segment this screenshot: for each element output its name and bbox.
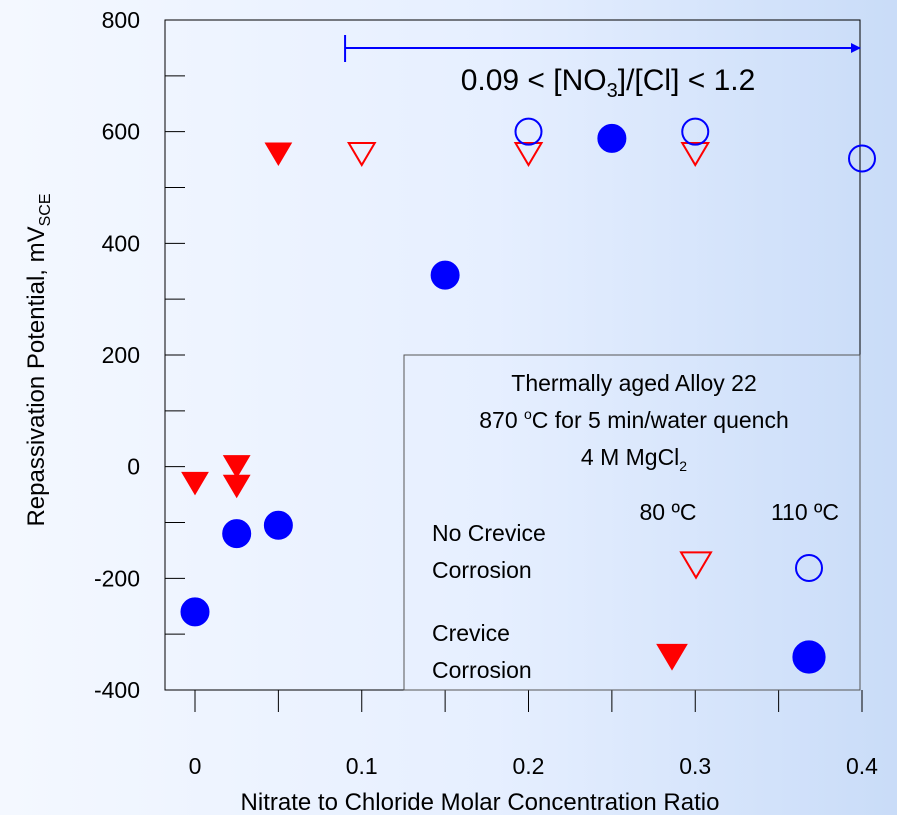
range-annotation-text: 0.09 < [NO3]/[Cl] < 1.2: [461, 64, 756, 102]
legend: Thermally aged Alloy 22 870 oC for 5 min…: [403, 354, 861, 691]
data-point-triangle-down-filled: [222, 474, 251, 499]
data-points: [180, 117, 876, 627]
legend-title-line3: 4 M MgCl2: [581, 444, 687, 474]
y-axis-label-subscript: SCE: [37, 193, 54, 226]
y-tick-label: 400: [102, 230, 140, 256]
tick-labels: -400 -200 0 200 400 600 800 0 0.1 0.2 0.3 0.4: [94, 7, 878, 779]
legend-row-no-crevice-line2: Corrosion: [432, 557, 532, 583]
legend-row-no-crevice-line1: No Crevice: [432, 520, 546, 546]
legend-title-line2: 870 oC for 5 min/water quench: [479, 406, 789, 433]
x-axis-label: Nitrate to Chloride Molar Concentration …: [241, 789, 720, 815]
nitrate-range-annotation: 0.09 < [NO3]/[Cl] < 1.2: [344, 35, 861, 102]
x-tick-label: 0.3: [679, 753, 711, 779]
data-point-triangle-down-filled: [222, 455, 251, 479]
ticks: [165, 19, 863, 712]
data-point-circle-filled: [597, 123, 627, 153]
y-axis-label: Repassivation Potential, mVSCE: [23, 193, 54, 526]
x-tick-label: 0: [189, 753, 202, 779]
data-point-triangle-down-filled: [264, 142, 293, 166]
legend-marker-110c-no-crevice: [795, 554, 823, 582]
y-tick-label: 0: [127, 454, 140, 480]
legend-marker-80c-crevice: [656, 643, 688, 671]
y-tick-label: 600: [102, 119, 140, 145]
legend-marker-80c-no-crevice: [679, 551, 713, 580]
data-point-triangle-down-open: [513, 142, 544, 167]
data-point-circle-open: [848, 144, 876, 173]
data-point-triangle-down-open: [346, 142, 377, 167]
data-point-triangle-down-open: [680, 142, 711, 167]
y-axis-label-main: Repassivation Potential, mV: [23, 226, 50, 526]
legend-marker-110c-crevice: [792, 640, 826, 674]
x-tick-label: 0.2: [513, 753, 545, 779]
legend-markers: [656, 551, 826, 674]
legend-col-80c: 80 ºC: [640, 499, 697, 525]
y-tick-label: -200: [94, 565, 140, 591]
data-point-circle-filled: [180, 597, 210, 627]
x-tick-label: 0.1: [346, 753, 378, 779]
legend-row-crevice-line1: Crevice: [432, 620, 510, 646]
data-point-circle-filled: [430, 260, 460, 290]
legend-col-110c: 110 ºC: [771, 499, 839, 525]
x-tick-label: 0.4: [846, 753, 878, 779]
data-point-circle-filled: [263, 510, 293, 540]
y-tick-label: 800: [102, 7, 140, 33]
y-tick-label: 200: [102, 342, 140, 368]
data-point-circle-open: [514, 117, 543, 146]
data-point-triangle-down-filled: [181, 471, 209, 496]
legend-row-crevice-line2: Corrosion: [432, 657, 532, 683]
y-tick-label: -400: [94, 677, 140, 703]
legend-title-line1: Thermally aged Alloy 22: [511, 370, 756, 396]
data-point-circle-filled: [222, 519, 252, 549]
legend-box: [403, 354, 861, 691]
data-point-circle-open: [681, 117, 710, 146]
